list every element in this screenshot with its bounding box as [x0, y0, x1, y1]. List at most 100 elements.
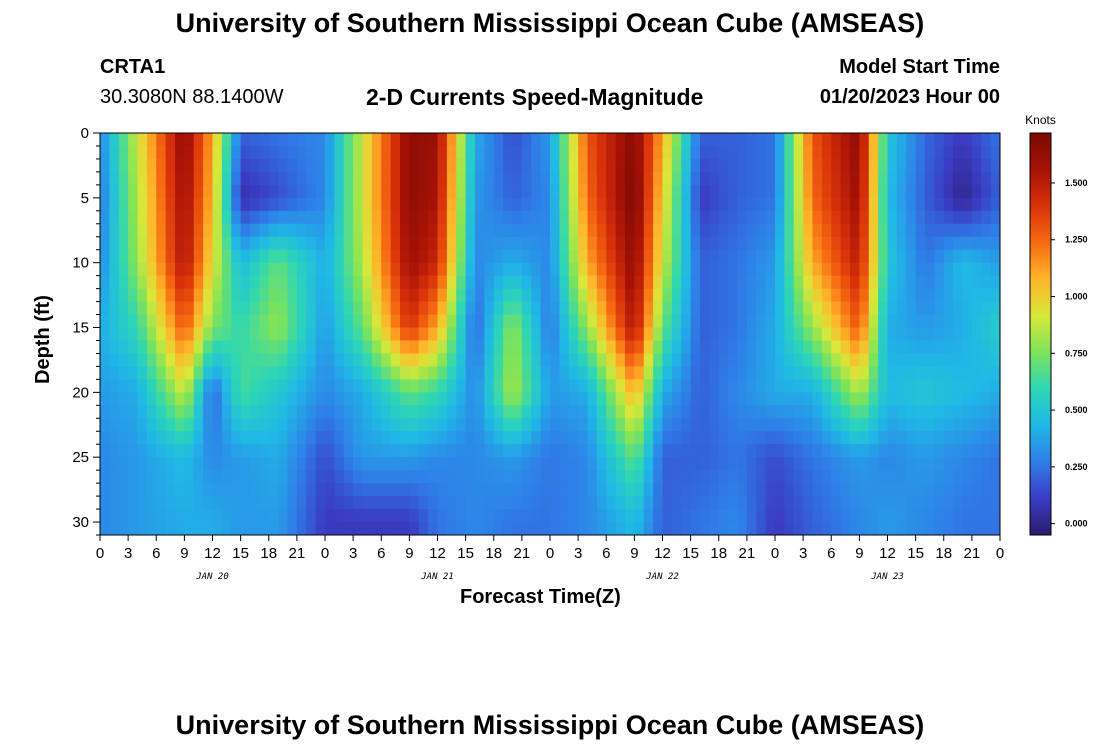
- x-tick-label: 3: [349, 545, 357, 562]
- heatmap-cell: [925, 496, 935, 510]
- heatmap-cell: [193, 210, 204, 225]
- heatmap-cell: [709, 301, 720, 316]
- heatmap-cell: [934, 418, 945, 432]
- heatmap-cell: [915, 275, 926, 290]
- heatmap-cell: [353, 301, 364, 316]
- heatmap-cell: [240, 379, 251, 393]
- heatmap-cell: [512, 171, 523, 186]
- heatmap-cell: [381, 431, 392, 445]
- heatmap-cell: [990, 366, 1000, 380]
- heatmap-cell: [587, 236, 598, 251]
- heatmap-cell: [625, 444, 635, 458]
- heatmap-cell: [484, 249, 495, 264]
- heatmap-cell: [315, 314, 326, 329]
- heatmap-cell: [718, 418, 729, 432]
- heatmap-cell: [325, 405, 335, 419]
- heatmap-cell: [990, 171, 1000, 186]
- heatmap-cell: [193, 340, 204, 355]
- heatmap-cell: [812, 275, 823, 290]
- heatmap-cell: [615, 379, 626, 393]
- heatmap-cell: [775, 184, 785, 199]
- heatmap-cell: [203, 379, 214, 393]
- heatmap-cell: [493, 418, 504, 432]
- heatmap-cell: [784, 509, 795, 523]
- heatmap-cell: [231, 327, 242, 342]
- heatmap-cell: [653, 301, 664, 316]
- heatmap-cell: [146, 483, 157, 497]
- heatmap-cell: [690, 314, 701, 329]
- heatmap-cell: [803, 431, 814, 445]
- heatmap-cell: [681, 133, 692, 147]
- heatmap-cell: [784, 184, 795, 199]
- heatmap-cell: [793, 405, 804, 419]
- heatmap-cell: [765, 275, 776, 290]
- heatmap-cell: [971, 236, 982, 251]
- heatmap-cell: [990, 262, 1000, 277]
- heatmap-cell: [203, 249, 214, 264]
- heatmap-cell: [990, 145, 1000, 160]
- heatmap-cell: [831, 392, 842, 406]
- heatmap-cell: [475, 133, 485, 147]
- heatmap-cell: [700, 145, 710, 160]
- heatmap-cell: [231, 509, 242, 523]
- heatmap-cell: [690, 184, 701, 199]
- heatmap-cell: [409, 444, 420, 458]
- heatmap-cell: [371, 184, 382, 199]
- heatmap-cell: [756, 431, 767, 445]
- heatmap-cell: [334, 522, 345, 535]
- heatmap-cell: [606, 210, 617, 225]
- heatmap-cell: [381, 145, 392, 160]
- heatmap-cell: [306, 197, 317, 212]
- heatmap-cell: [887, 405, 898, 419]
- heatmap-cell: [371, 262, 382, 277]
- heatmap-cell: [259, 327, 270, 342]
- heatmap-cell: [221, 470, 232, 484]
- heatmap-cell: [118, 158, 129, 173]
- heatmap-cell: [231, 249, 242, 264]
- heatmap-cell: [775, 314, 785, 329]
- heatmap-cell: [371, 327, 382, 342]
- heatmap-cell: [906, 444, 917, 458]
- heatmap-cell: [221, 158, 232, 173]
- heatmap-cell: [325, 327, 335, 342]
- heatmap-cell: [634, 184, 645, 199]
- heatmap-cell: [559, 288, 570, 303]
- heatmap-cell: [268, 496, 279, 510]
- heatmap-cell: [681, 236, 692, 251]
- heatmap-cell: [634, 340, 645, 355]
- heatmap-cell: [156, 509, 167, 523]
- heatmap-cell: [240, 431, 251, 445]
- heatmap-cell: [821, 197, 832, 212]
- heatmap-cell: [915, 392, 926, 406]
- heatmap-cell: [934, 470, 945, 484]
- heatmap-cell: [446, 353, 457, 368]
- heatmap-cell: [109, 379, 120, 393]
- heatmap-cell: [728, 366, 739, 380]
- heatmap-cell: [728, 171, 739, 186]
- heatmap-cell: [381, 457, 392, 471]
- heatmap-cell: [606, 288, 617, 303]
- heatmap-cell: [381, 184, 392, 199]
- heatmap-cell: [531, 327, 542, 342]
- heatmap-cell: [606, 314, 617, 329]
- heatmap-cell: [100, 340, 110, 355]
- heatmap-cell: [578, 379, 589, 393]
- heatmap-cell: [775, 509, 785, 523]
- heatmap-cell: [615, 392, 626, 406]
- heatmap-cell: [493, 197, 504, 212]
- heatmap-cell: [465, 522, 476, 535]
- heatmap-cell: [325, 444, 335, 458]
- heatmap-cell: [868, 483, 879, 497]
- heatmap-cell: [559, 184, 570, 199]
- heatmap-cell: [428, 133, 439, 147]
- heatmap-cell: [662, 340, 673, 355]
- x-tick-label: 9: [180, 545, 188, 562]
- heatmap-cell: [671, 275, 682, 290]
- heatmap-cell: [559, 210, 570, 225]
- heatmap-cell: [446, 496, 457, 510]
- heatmap-cell: [212, 275, 223, 290]
- heatmap-cell: [765, 470, 776, 484]
- heatmap-cell: [878, 379, 889, 393]
- heatmap-cell: [728, 197, 739, 212]
- heatmap-cell: [643, 405, 654, 419]
